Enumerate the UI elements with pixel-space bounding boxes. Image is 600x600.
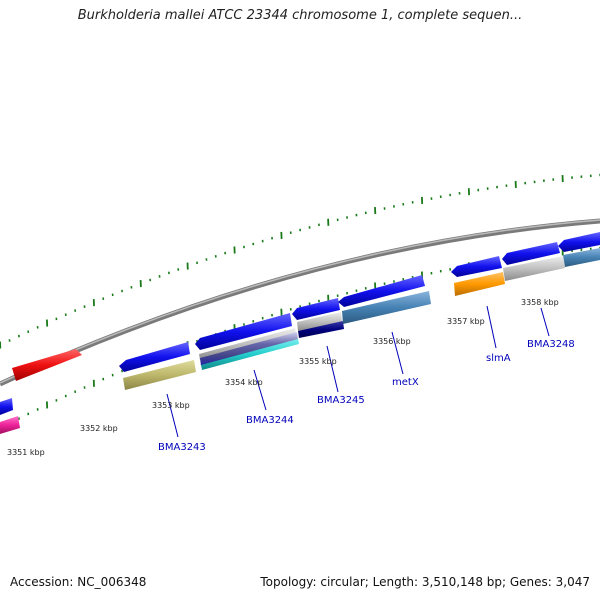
gene-label-bma3244[interactable]: BMA3244 xyxy=(246,415,294,426)
kbp-label-3354: 3354 kbp xyxy=(225,378,263,387)
gene-pink-block[interactable] xyxy=(0,416,20,434)
gene-steelblue-block-1[interactable] xyxy=(342,291,431,324)
gene-leader-lines xyxy=(166,305,550,438)
genome-summary-text: Topology: circular; Length: 3,510,148 bp… xyxy=(260,575,590,589)
gene-cyan-block[interactable] xyxy=(201,339,299,370)
gene-blue-arrow-2[interactable] xyxy=(195,313,292,350)
gene-striped-block[interactable] xyxy=(200,332,298,366)
gene-label-slma[interactable]: slmA xyxy=(486,353,511,364)
gene-orange-block[interactable] xyxy=(454,272,505,296)
kbp-label-3358: 3358 kbp xyxy=(521,298,559,307)
gene-blue-arrow-6[interactable] xyxy=(502,242,560,265)
gene-blue-arrow-5[interactable] xyxy=(451,256,502,277)
gene-silver-block-3[interactable] xyxy=(503,256,565,281)
chromosome-backbone xyxy=(0,218,600,387)
gene-label-bma3245[interactable]: BMA3245 xyxy=(317,395,365,406)
gene-blue-arrow-7[interactable] xyxy=(558,232,600,252)
kbp-label-3351: 3351 kbp xyxy=(7,448,45,457)
gene-khaki-block[interactable] xyxy=(123,360,196,390)
kbp-label-3355: 3355 kbp xyxy=(299,357,337,366)
gene-blue-arrow-4[interactable] xyxy=(338,275,425,307)
kbp-label-3352: 3352 kbp xyxy=(80,424,118,433)
kbp-label-3357: 3357 kbp xyxy=(447,317,485,326)
outer-tick-ring xyxy=(0,173,600,349)
gene-blue-arrow-1[interactable] xyxy=(119,342,190,372)
gene-steelblue-block-2[interactable] xyxy=(563,248,600,267)
map-title: Burkholderia mallei ATCC 23344 chromosom… xyxy=(77,8,523,23)
accession-text: Accession: NC_006348 xyxy=(10,575,147,589)
gene-label-bma3248[interactable]: BMA3248 xyxy=(527,339,575,350)
gene-blue-arrow-left-edge[interactable] xyxy=(0,398,13,415)
chromosome-backbone-highlight xyxy=(0,219,600,384)
gene-red-arrow[interactable] xyxy=(12,349,82,381)
kbp-label-3356: 3356 kbp xyxy=(373,337,411,346)
gene-label-metx[interactable]: metX xyxy=(392,377,419,388)
gene-navy-block[interactable] xyxy=(298,321,344,338)
gene-blue-arrow-3[interactable] xyxy=(292,298,340,320)
kbp-label-3353: 3353 kbp xyxy=(152,401,190,410)
gene-silver-block-2[interactable] xyxy=(297,312,342,331)
gene-label-bma3243[interactable]: BMA3243 xyxy=(158,442,206,453)
